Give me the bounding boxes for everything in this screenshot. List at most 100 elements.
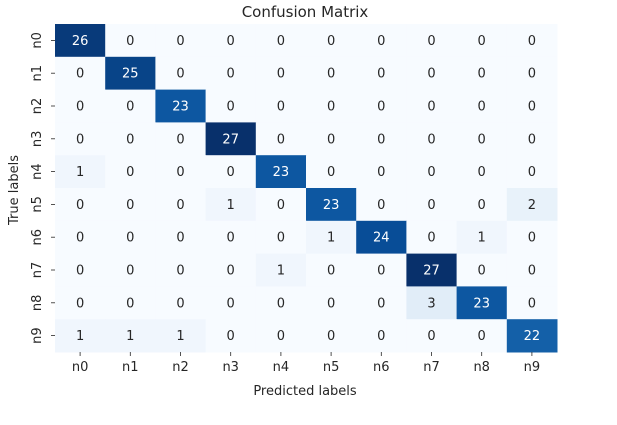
- cell-7-8: [456, 253, 508, 287]
- cell-label-6-9: 0: [528, 231, 536, 246]
- cell-5-9: [506, 188, 558, 222]
- y-tick-label-n0: n0: [30, 32, 45, 49]
- cell-3-4: [255, 122, 307, 156]
- cell-label-4-1: 0: [126, 165, 134, 180]
- x-tick-label-n5: n5: [323, 360, 340, 375]
- y-tick-label-n2: n2: [30, 98, 45, 115]
- cell-3-0: [55, 122, 106, 156]
- cell-label-6-8: 1: [478, 231, 486, 246]
- cell-6-0: [55, 220, 106, 255]
- cell-label-5-1: 0: [126, 198, 134, 213]
- cell-label-5-5: 23: [323, 198, 340, 213]
- cell-label-4-3: 0: [227, 165, 235, 180]
- cell-label-7-5: 0: [327, 264, 335, 279]
- cell-label-6-0: 0: [76, 231, 84, 246]
- cell-label-1-5: 0: [327, 67, 335, 82]
- cell-label-9-3: 0: [227, 329, 235, 344]
- cell-label-1-2: 0: [176, 67, 184, 82]
- cell-label-7-4: 1: [277, 264, 285, 279]
- cell-label-4-9: 0: [528, 165, 536, 180]
- cell-label-9-1: 1: [126, 329, 134, 344]
- cell-label-4-4: 23: [273, 165, 290, 180]
- cell-7-5: [306, 253, 357, 287]
- cell-6-5: [306, 220, 357, 255]
- cell-3-2: [155, 122, 207, 156]
- cell-label-2-4: 0: [277, 100, 285, 115]
- cell-1-1: [105, 56, 156, 91]
- y-tick-label-n1: n1: [30, 65, 45, 82]
- cell-3-7: [406, 122, 458, 156]
- cell-0-9: [506, 24, 558, 58]
- cell-9-4: [255, 319, 307, 353]
- cell-label-3-7: 0: [427, 132, 435, 147]
- x-axis-ticks: n0 n1 n2 n3 n4 n5 n6 n7 n8 n9: [72, 352, 540, 375]
- cell-label-8-1: 0: [126, 296, 134, 311]
- cell-3-8: [456, 122, 508, 156]
- cell-label-8-8: 23: [473, 296, 490, 311]
- cell-label-4-7: 0: [427, 165, 435, 180]
- cell-8-8: [456, 286, 508, 320]
- cell-4-2: [155, 155, 207, 189]
- cell-7-3: [205, 253, 257, 287]
- cell-0-2: [155, 24, 207, 58]
- cell-label-6-5: 1: [327, 231, 335, 246]
- cell-label-5-4: 0: [277, 198, 285, 213]
- cell-1-5: [306, 56, 357, 91]
- cell-9-8: [456, 319, 508, 353]
- cell-label-2-7: 0: [427, 100, 435, 115]
- cell-label-3-0: 0: [76, 132, 84, 147]
- cell-label-0-6: 0: [377, 34, 385, 49]
- cell-label-5-6: 0: [377, 198, 385, 213]
- cell-label-4-5: 0: [327, 165, 335, 180]
- cell-label-1-3: 0: [227, 67, 235, 82]
- cell-2-9: [506, 89, 558, 123]
- y-tick-label-n7: n7: [30, 262, 45, 279]
- x-tick-label-n3: n3: [222, 360, 239, 375]
- cell-label-3-3: 27: [222, 132, 239, 147]
- cell-label-0-1: 0: [126, 34, 134, 49]
- cell-9-0: [55, 319, 106, 353]
- cell-1-2: [155, 56, 207, 91]
- cell-0-1: [105, 24, 156, 58]
- cell-6-1: [105, 220, 156, 255]
- cell-3-9: [506, 122, 558, 156]
- x-tick-label-n2: n2: [172, 360, 189, 375]
- cell-9-1: [105, 319, 156, 353]
- cell-label-9-8: 0: [478, 329, 486, 344]
- cell-label-9-9: 22: [524, 329, 541, 344]
- x-tick-label-n6: n6: [373, 360, 390, 375]
- cell-7-2: [155, 253, 207, 287]
- cell-label-1-6: 0: [377, 67, 385, 82]
- cell-label-3-8: 0: [478, 132, 486, 147]
- cell-5-6: [356, 188, 407, 222]
- cell-5-8: [456, 188, 508, 222]
- cell-label-2-2: 23: [172, 100, 189, 115]
- cell-7-7: [406, 253, 458, 287]
- cell-label-6-3: 0: [227, 231, 235, 246]
- cell-label-1-8: 0: [478, 67, 486, 82]
- cell-label-1-1: 25: [122, 67, 139, 82]
- cell-5-2: [155, 188, 207, 222]
- cell-label-0-2: 0: [176, 34, 184, 49]
- y-axis-label: True labels: [7, 155, 22, 226]
- cell-label-1-0: 0: [76, 67, 84, 82]
- cell-1-4: [255, 56, 307, 91]
- cell-8-6: [356, 286, 407, 320]
- cell-8-9: [506, 286, 558, 320]
- cell-2-4: [255, 89, 307, 123]
- cell-label-9-2: 1: [176, 329, 184, 344]
- cell-label-7-8: 0: [478, 264, 486, 279]
- cell-label-5-7: 0: [427, 198, 435, 213]
- cell-8-2: [155, 286, 207, 320]
- cell-6-9: [506, 220, 558, 255]
- cell-8-1: [105, 286, 156, 320]
- cell-label-8-5: 0: [327, 296, 335, 311]
- cell-8-7: [406, 286, 458, 320]
- chart-title: Confusion Matrix: [242, 3, 369, 21]
- cell-label-2-5: 0: [327, 100, 335, 115]
- cell-2-1: [105, 89, 156, 123]
- cell-9-2: [155, 319, 207, 353]
- cell-6-7: [406, 220, 458, 255]
- cell-label-7-1: 0: [126, 264, 134, 279]
- cell-label-4-6: 0: [377, 165, 385, 180]
